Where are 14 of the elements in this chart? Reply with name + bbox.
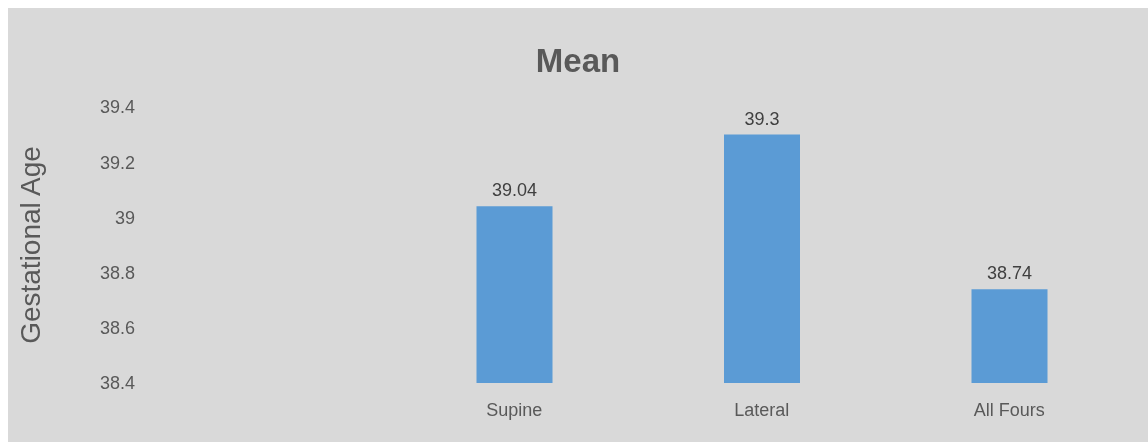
y-tick-label: 39 bbox=[114, 207, 135, 228]
y-axis-title: Gestational Age bbox=[14, 146, 46, 344]
y-tick-label: 38.6 bbox=[99, 318, 135, 339]
y-tick-label: 39.2 bbox=[99, 152, 135, 173]
y-tick-label: 38.4 bbox=[99, 373, 135, 394]
x-tick-label: Supine bbox=[486, 399, 543, 420]
x-tick-label: Lateral bbox=[734, 399, 790, 420]
data-label: 39.3 bbox=[744, 108, 780, 129]
y-tick-label: 38.8 bbox=[99, 262, 135, 283]
data-label: 39.04 bbox=[491, 180, 538, 201]
chart-title: Mean bbox=[535, 42, 621, 80]
y-tick-label: 39.4 bbox=[99, 97, 135, 118]
x-tick-label: All Fours bbox=[973, 399, 1045, 420]
data-label: 38.74 bbox=[986, 263, 1033, 284]
